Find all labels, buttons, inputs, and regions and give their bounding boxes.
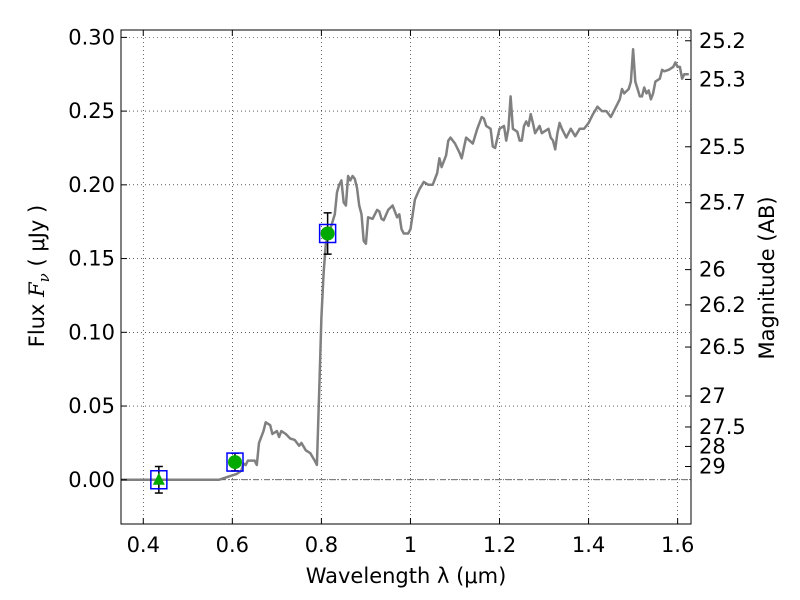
x-tick-label: 0.6 [216, 533, 249, 557]
x-tick-label: 0.8 [305, 533, 338, 557]
photometry-box [318, 223, 337, 244]
y2-tick-label: 26 [699, 258, 726, 282]
model-spectrum [121, 47, 689, 482]
x-tick-label: 1.6 [661, 533, 694, 557]
photometry-point [226, 452, 244, 472]
spectrum-line [121, 47, 689, 482]
photometry-box [226, 452, 244, 472]
x-tick-label: 0.4 [127, 533, 160, 557]
y-axis-label-suffix: ( μJy ) [25, 205, 49, 273]
y-axis-label: Flux Fν ( μJy ) [25, 205, 53, 347]
y-tick-label: 0.30 [68, 25, 115, 49]
tick-labels: 0.4 0.6 0.8 1 1.2 1.4 1.6 0.00 0.05 0.10 0.15 0.20 0… [68, 25, 746, 557]
y-tick-label: 0.05 [68, 394, 115, 418]
photometry-point [318, 212, 337, 255]
y-axis-label-subscript: ν [35, 273, 53, 282]
y2-tick-label: 29 [699, 454, 726, 478]
x-tick-label: 1.4 [572, 533, 605, 557]
x-tick-label: 1.2 [483, 533, 516, 557]
y2-tick-label: 25.3 [699, 67, 746, 91]
y-tick-label: 0.15 [68, 247, 115, 271]
circle-marker [228, 455, 242, 470]
y2-tick-label: 25.5 [699, 135, 746, 159]
y-axis-label-symbol: F [25, 281, 49, 298]
y2-tick-label: 25.7 [699, 191, 746, 215]
y2-tick-label: 28 [699, 434, 726, 458]
photometry-point [150, 465, 168, 494]
y2-tick-label: 27.5 [699, 415, 746, 439]
y-tick-label: 0.00 [68, 468, 115, 492]
photometry-points [150, 212, 337, 494]
y2-axis-label: Magnitude (AB) [755, 196, 779, 359]
x-axis-label: Wavelength λ (μm) [306, 564, 507, 588]
y2-tick-label: 25.2 [699, 29, 746, 53]
triangle-marker [152, 472, 165, 485]
plot-frame [120, 29, 692, 525]
axis-ticks [121, 30, 691, 524]
photometry-box [150, 470, 168, 490]
grid-lines [121, 30, 691, 524]
y-tick-label: 0.25 [68, 99, 115, 123]
x-tick-label: 1 [404, 533, 417, 557]
y2-tick-label: 26.2 [699, 293, 746, 317]
y2-tick-label: 26.5 [699, 335, 746, 359]
circle-marker [320, 226, 335, 241]
y2-tick-label: 27 [699, 384, 726, 408]
y-tick-label: 0.10 [68, 320, 115, 344]
y-tick-label: 0.20 [68, 173, 115, 197]
y-axis-label-prefix: Flux [25, 297, 49, 347]
